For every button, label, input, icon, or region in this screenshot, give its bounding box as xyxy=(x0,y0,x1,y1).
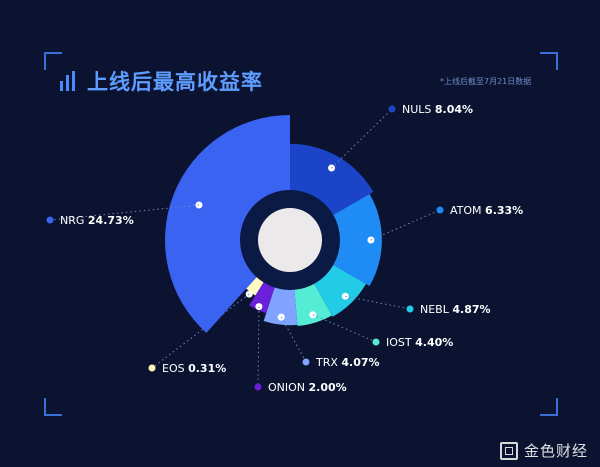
frame-corner-top-left xyxy=(44,52,62,70)
label-eos: EOS 0.31% xyxy=(162,362,226,375)
label-nuls: NULS 8.04% xyxy=(402,103,473,116)
label-onion: ONION 2.00% xyxy=(268,381,347,394)
jinse-logo-icon xyxy=(500,441,518,460)
label-value: 2.00% xyxy=(309,381,347,394)
legend-dot-nebl xyxy=(406,305,414,313)
frame-corner-bottom-right xyxy=(540,398,558,416)
frame-corner-top-right xyxy=(540,52,558,70)
label-value: 4.87% xyxy=(452,303,490,316)
label-nebl: NEBL 4.87% xyxy=(420,303,491,316)
legend-dot-trx xyxy=(302,358,310,366)
label-trx: TRX 4.07% xyxy=(315,356,380,369)
legend-dot-iost xyxy=(372,338,380,346)
label-value: 4.07% xyxy=(341,356,379,369)
title-block: 上线后最高收益率 xyxy=(60,66,263,96)
center-disk xyxy=(258,208,322,272)
label-value: 6.33% xyxy=(485,204,523,217)
chart-title: 上线后最高收益率 xyxy=(87,70,263,94)
slice-iost xyxy=(294,283,332,326)
leader-line-onion xyxy=(257,306,260,388)
slice-atom xyxy=(333,194,382,286)
label-name: TRX xyxy=(315,356,341,369)
frame-corner-bottom-left xyxy=(44,398,62,416)
label-value: 8.04% xyxy=(435,103,473,116)
slice-trx xyxy=(263,287,298,326)
label-value: 24.73% xyxy=(88,214,134,227)
legend-dot-nrg xyxy=(46,216,54,224)
label-atom: ATOM 6.33% xyxy=(450,204,523,217)
label-nrg: NRG 24.73% xyxy=(60,214,134,227)
label-name: ONION xyxy=(268,381,309,394)
leader-line-nebl xyxy=(345,295,411,310)
label-iost: IOST 4.40% xyxy=(386,336,453,349)
watermark: 金色财经 xyxy=(500,440,588,461)
slice-nrg xyxy=(165,115,290,333)
bar-chart-icon xyxy=(60,71,75,91)
slice-onion xyxy=(249,282,275,314)
watermark-text: 金色财经 xyxy=(524,442,589,460)
label-name: NULS xyxy=(402,103,435,116)
leader-line-iost xyxy=(312,314,377,343)
slice-nuls xyxy=(290,143,374,215)
data-note: *上线后截至7月21日数据 xyxy=(440,77,532,86)
legend-dot-eos xyxy=(148,364,156,372)
label-value: 0.31% xyxy=(188,362,226,375)
label-name: IOST xyxy=(386,336,415,349)
slice-nebl xyxy=(314,265,366,317)
leader-line-nuls xyxy=(331,108,393,169)
label-name: NRG xyxy=(60,214,88,227)
legend-dot-atom xyxy=(436,206,444,214)
label-name: ATOM xyxy=(450,204,485,217)
legend-dot-nuls xyxy=(388,105,396,113)
label-name: NEBL xyxy=(420,303,452,316)
label-value: 4.40% xyxy=(415,336,453,349)
legend-dot-onion xyxy=(254,383,262,391)
label-name: EOS xyxy=(162,362,188,375)
